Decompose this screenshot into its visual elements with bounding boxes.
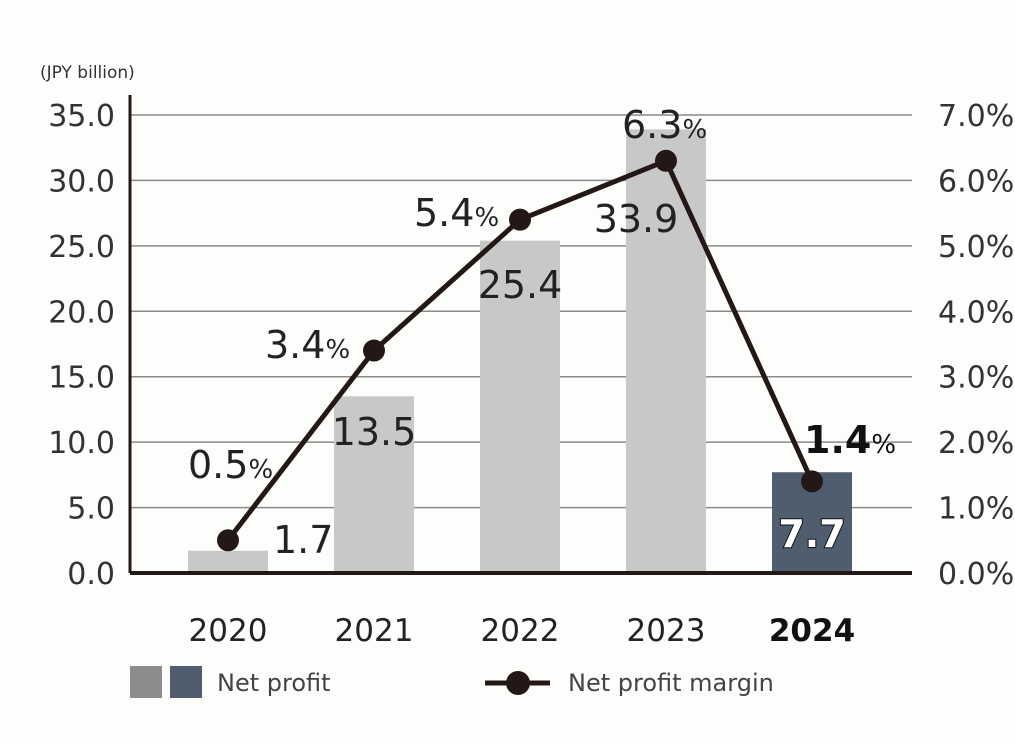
y-left-tick-label: 25.0 <box>48 230 115 265</box>
legend-swatch-bar-highlight <box>170 666 202 698</box>
bar-net-profit <box>626 129 706 573</box>
x-tick-label: 2021 <box>335 613 414 649</box>
legend-marker-swatch <box>506 671 530 695</box>
margin-data-label: 3.4% <box>265 323 350 367</box>
bar-data-label: 13.5 <box>332 410 417 454</box>
margin-data-label: 6.3% <box>622 103 707 147</box>
margin-point <box>655 149 677 172</box>
x-tick-label: 2023 <box>627 613 706 649</box>
x-tick-label: 2020 <box>189 613 268 649</box>
legend-label-net-profit-margin: Net profit margin <box>568 669 774 697</box>
legend-swatch-bar <box>130 666 162 698</box>
unit-label: (JPY billion) <box>40 63 135 83</box>
bar-data-label: 7.7 <box>778 512 845 556</box>
y-left-tick-label: 20.0 <box>48 295 115 330</box>
margin-data-label: 1.4% <box>804 418 896 462</box>
bar-data-label: 33.9 <box>594 197 679 241</box>
x-tick-label: 2022 <box>481 613 560 649</box>
y-left-tick-label: 35.0 <box>48 99 115 134</box>
y-right-tick-label: 3.0% <box>938 361 1014 396</box>
y-right-tick-label: 5.0% <box>938 230 1014 265</box>
x-tick-label: 2024 <box>769 613 855 649</box>
y-left-tick-label: 15.0 <box>48 361 115 396</box>
margin-point <box>217 529 239 552</box>
bar-net-profit <box>334 396 414 573</box>
margin-point <box>509 208 531 231</box>
y-left-tick-label: 5.0 <box>67 492 115 527</box>
y-right-tick-label: 4.0% <box>938 295 1014 330</box>
bar-net-profit <box>188 550 268 573</box>
y-right-tick-label: 2.0% <box>938 426 1014 461</box>
bar-data-label: 1.7 <box>273 518 333 562</box>
y-right-tick-label: 0.0% <box>938 557 1014 592</box>
y-left-tick-label: 0.0 <box>67 557 115 592</box>
y-right-tick-label: 6.0% <box>938 164 1014 199</box>
legend-label-net-profit: Net profit <box>217 669 331 697</box>
bar-net-profit <box>480 240 560 573</box>
margin-point <box>801 470 823 493</box>
margin-data-label: 5.4% <box>414 191 499 235</box>
y-left-tick-label: 10.0 <box>48 426 115 461</box>
y-right-tick-label: 7.0% <box>938 99 1014 134</box>
margin-data-label: 0.5% <box>188 443 273 487</box>
margin-point <box>363 339 385 362</box>
y-right-tick-label: 1.0% <box>938 492 1014 527</box>
y-left-tick-label: 30.0 <box>48 164 115 199</box>
bar-data-label: 25.4 <box>478 263 563 307</box>
